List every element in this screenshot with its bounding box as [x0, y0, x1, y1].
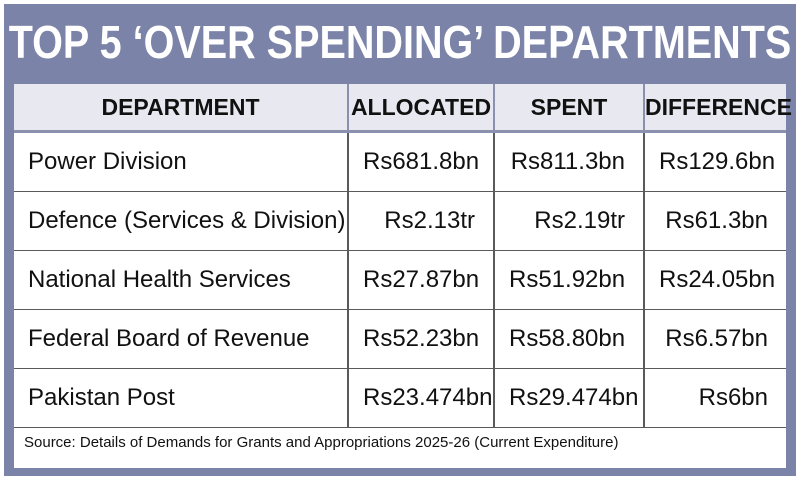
table-row: National Health Services Rs27.87bn Rs51.…	[14, 250, 786, 310]
allocated-cell: Rs681.8bn	[348, 131, 495, 192]
department-cell: Power Division	[14, 131, 349, 192]
difference-cell: Rs6bn	[644, 368, 786, 428]
department-cell: Defence (Services & Division)	[14, 191, 349, 251]
department-cell: National Health Services	[14, 250, 349, 310]
table-panel: DEPARTMENT ALLOCATED SPENT DIFFERENCE Po…	[14, 84, 792, 468]
department-cell: Federal Board of Revenue	[14, 309, 349, 369]
spent-cell: Rs58.80bn	[494, 309, 645, 369]
spent-cell: Rs2.19tr	[494, 191, 645, 251]
spent-cell: Rs811.3bn	[494, 131, 645, 192]
spent-cell: Rs51.92bn	[494, 250, 645, 310]
chart-title: TOP 5 ‘OVER SPENDING’ DEPARTMENTS	[8, 16, 792, 68]
difference-cell: Rs6.57bn	[644, 309, 786, 369]
column-header-department: DEPARTMENT	[14, 84, 349, 133]
spending-table: DEPARTMENT ALLOCATED SPENT DIFFERENCE Po…	[14, 84, 792, 428]
allocated-cell: Rs27.87bn	[348, 250, 495, 310]
department-cell: Pakistan Post	[14, 368, 349, 428]
column-header-allocated: ALLOCATED	[348, 84, 495, 133]
table-row: Defence (Services & Division) Rs2.13tr R…	[14, 191, 786, 251]
chart-frame: TOP 5 ‘OVER SPENDING’ DEPARTMENTS DEPART…	[4, 4, 796, 476]
table-row: Federal Board of Revenue Rs52.23bn Rs58.…	[14, 309, 786, 369]
spent-cell: Rs29.474bn	[494, 368, 645, 428]
allocated-cell: Rs23.474bn	[348, 368, 495, 428]
column-header-difference: DIFFERENCE	[644, 84, 792, 133]
header-row: DEPARTMENT ALLOCATED SPENT DIFFERENCE	[14, 84, 792, 133]
table-row: Power Division Rs681.8bn Rs811.3bn Rs129…	[14, 131, 786, 192]
allocated-cell: Rs52.23bn	[348, 309, 495, 369]
difference-cell: Rs61.3bn	[644, 191, 786, 251]
difference-cell: Rs24.05bn	[644, 250, 786, 310]
allocated-cell: Rs2.13tr	[348, 191, 495, 251]
table-row: Pakistan Post Rs23.474bn Rs29.474bn Rs6b…	[14, 368, 786, 428]
column-header-spent: SPENT	[494, 84, 645, 133]
source-note: Source: Details of Demands for Grants an…	[24, 434, 619, 451]
difference-cell: Rs129.6bn	[644, 131, 786, 192]
